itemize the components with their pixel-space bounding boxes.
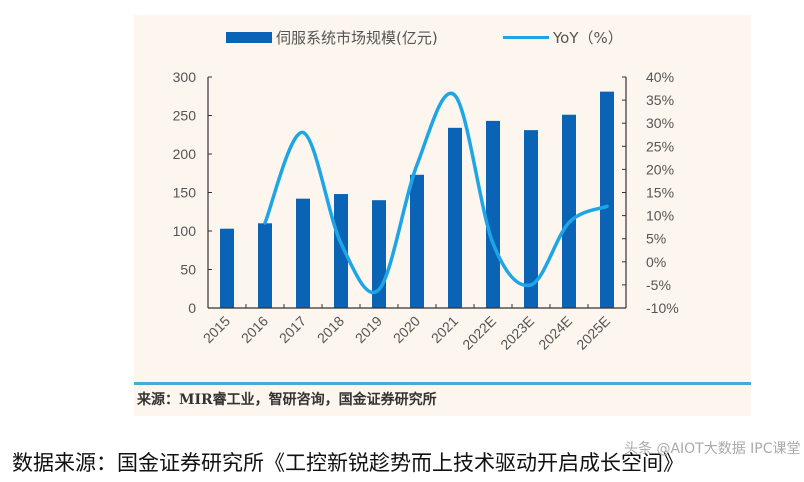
chart-panel <box>134 15 751 416</box>
right-tick-label: -10% <box>646 300 679 316</box>
right-tick-label: 15% <box>646 185 674 201</box>
left-tick-label: 250 <box>173 108 197 124</box>
bar-2021 <box>448 127 462 308</box>
x-tick-label: 2022E <box>459 313 499 353</box>
left-tick-label: 300 <box>173 69 197 85</box>
x-tick-label: 2017 <box>276 313 309 346</box>
right-tick-label: 20% <box>646 161 674 177</box>
x-tick-label: 2020 <box>390 313 423 346</box>
right-tick-label: 30% <box>646 115 674 131</box>
x-tick-label: 2018 <box>314 313 347 346</box>
bar-2020 <box>410 174 424 308</box>
x-tick-label: 2015 <box>200 313 233 346</box>
right-tick-label: 35% <box>646 92 674 108</box>
right-tick-label: 10% <box>646 208 674 224</box>
legend-bar-label: 伺服系统市场规模(亿元) <box>276 29 438 47</box>
left-tick-label: 100 <box>173 223 197 239</box>
bar-2017 <box>296 198 310 308</box>
right-tick-label: 25% <box>646 138 674 154</box>
source-note: 来源：MIR睿工业，智研咨询，国金证券研究所 <box>137 392 437 408</box>
bar-2016 <box>258 223 272 308</box>
left-tick-label: 50 <box>180 262 196 278</box>
left-tick-label: 200 <box>173 146 197 162</box>
watermark: 头条 @AIOT大数据 IPC课堂 <box>624 441 801 457</box>
combo-chart: 0 50 100 150 200 250 300 -10% -5% 0% 5% 10% 15% 20% 25… <box>173 69 679 353</box>
legend-bar: 伺服系统市场规模(亿元) <box>226 27 438 48</box>
x-tick-label: 2024E <box>535 313 575 353</box>
x-tick-label: 2025E <box>573 313 613 353</box>
right-tick-label: -5% <box>646 277 671 293</box>
caption: 数据来源：国金证券研究所《工控新锐趁势而上技术驱动开启成长空间》 <box>12 451 684 475</box>
separator-line <box>134 382 751 385</box>
bar-2025E <box>600 91 614 308</box>
legend-line-label: YoY（%） <box>553 29 623 47</box>
x-tick-label: 2021 <box>428 313 461 346</box>
right-tick-label: 40% <box>646 69 674 85</box>
bar-2022E <box>486 120 500 308</box>
left-tick-label: 150 <box>173 185 197 201</box>
bar-2023E <box>524 130 538 308</box>
right-tick-label: 0% <box>646 254 666 270</box>
legend-line-swatch <box>503 36 549 39</box>
yoy-line <box>263 91 609 295</box>
bar-2015 <box>220 228 234 308</box>
bar-2024E <box>562 114 576 308</box>
legend-line: YoY（%） <box>503 27 623 48</box>
left-tick-label: 0 <box>188 300 196 316</box>
bar-2018 <box>334 194 348 308</box>
legend-bar-swatch <box>226 32 272 43</box>
x-tick-label: 2016 <box>238 313 271 346</box>
x-tick-label: 2023E <box>497 313 537 353</box>
right-tick-label: 5% <box>646 231 666 247</box>
x-tick-label: 2019 <box>352 313 385 346</box>
